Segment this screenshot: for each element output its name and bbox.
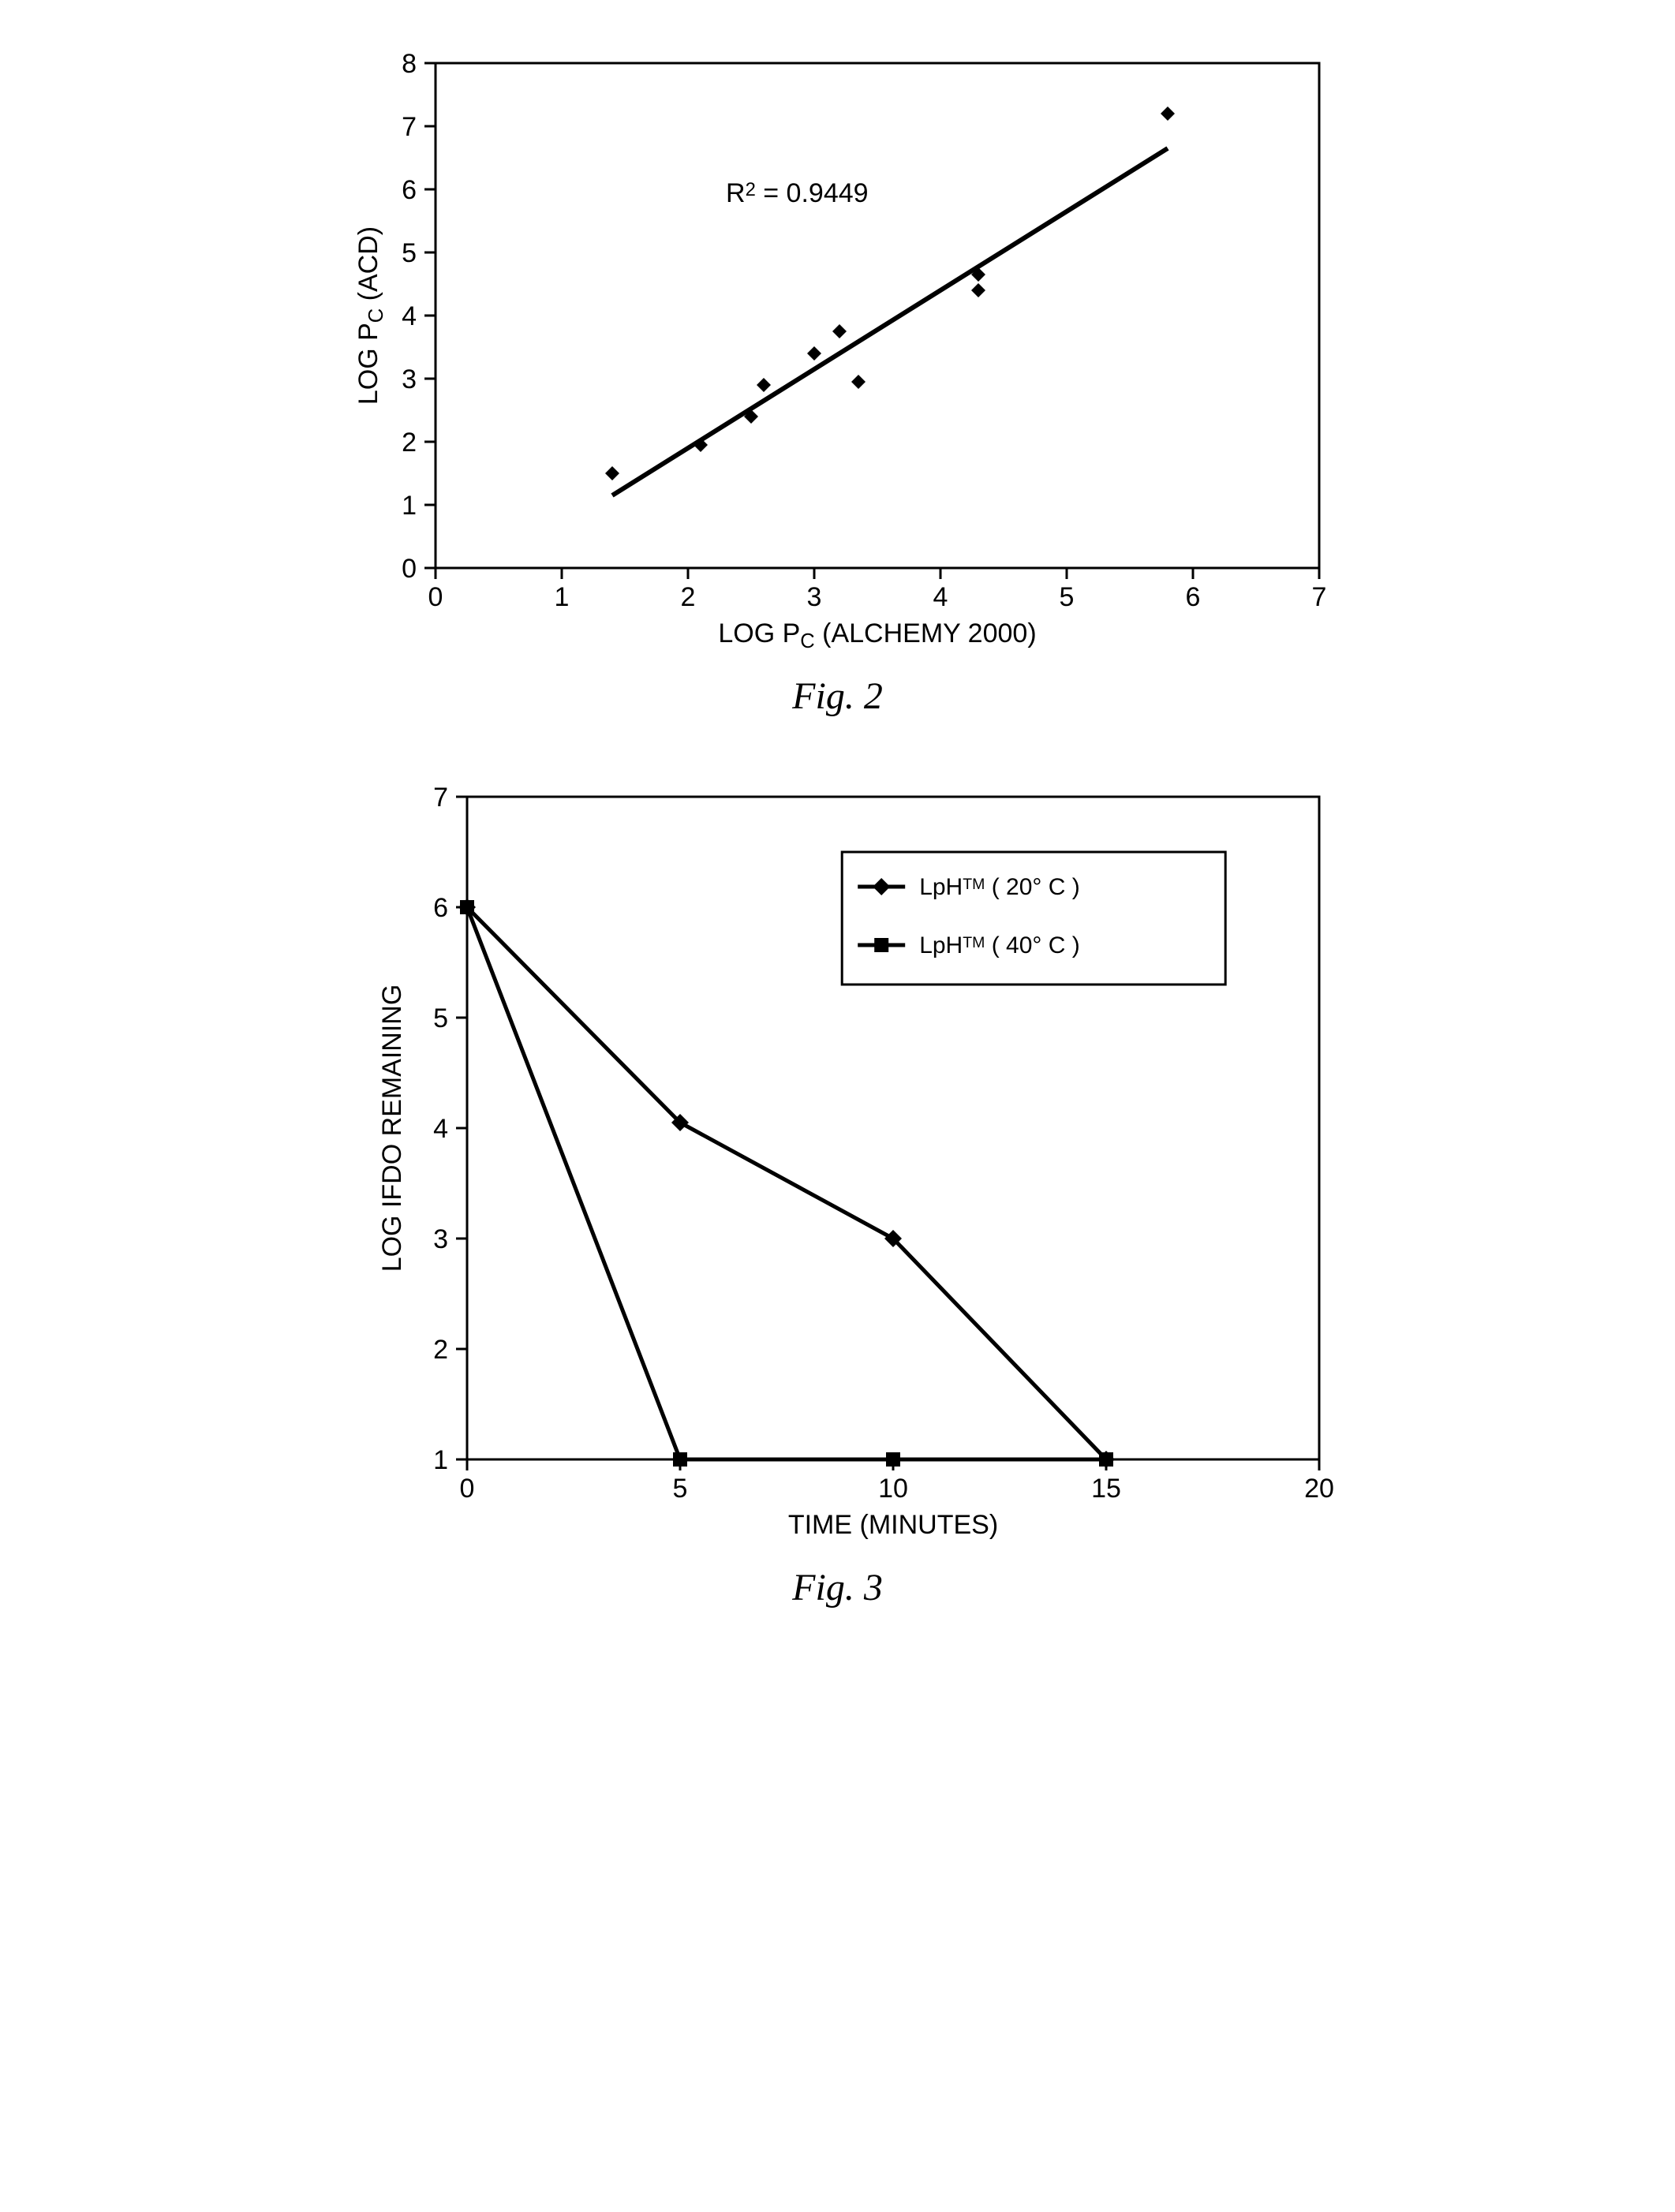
x-tick-label: 1 [554, 582, 569, 612]
legend-label: LpHTM ( 40° C ) [919, 932, 1080, 958]
legend-marker [874, 938, 888, 952]
y-tick-label: 7 [402, 112, 417, 142]
y-tick-label: 8 [402, 49, 417, 79]
y-tick-label: 1 [402, 491, 417, 521]
series-marker [886, 1452, 900, 1467]
fig2-scatter-chart: 0 1 2 3 4 5 6 7 0 1 2 3 4 5 6 7 8 LOG PC (ALCHEMY 2000) LO… [325, 32, 1351, 663]
x-axis-label: LOG PC (ALCHEMY 2000) [718, 618, 1036, 652]
x-tick-label: 4 [933, 582, 948, 612]
x-tick-label: 3 [806, 582, 821, 612]
x-tick-label: 5 [672, 1474, 687, 1504]
legend-box [842, 852, 1225, 985]
x-tick-label: 0 [459, 1474, 474, 1504]
y-axis-label: LOG PC (ACD) [353, 226, 387, 405]
series-marker [673, 1452, 687, 1467]
y-tick-label: 6 [433, 893, 448, 923]
y-tick-label: 2 [433, 1335, 448, 1365]
y-tick-label: 5 [402, 238, 417, 268]
y-tick-label: 5 [433, 1003, 448, 1033]
fig3-caption: Fig. 3 [32, 1566, 1643, 1609]
y-tick-label: 6 [402, 175, 417, 205]
figure-3-container: 0 5 10 15 20 1 2 3 4 5 6 7 TIME (MINUTES) LOG IFDO RE… [32, 765, 1643, 1609]
x-axis-label: TIME (MINUTES) [787, 1510, 997, 1540]
y-axis-label: LOG IFDO REMAINING [377, 985, 407, 1272]
y-tick-label: 4 [433, 1114, 448, 1144]
y-tick-label: 3 [402, 364, 417, 394]
figure-2-container: 0 1 2 3 4 5 6 7 0 1 2 3 4 5 6 7 8 LOG PC (ALCHEMY 2000) LO… [32, 32, 1643, 718]
x-tick-label: 10 [878, 1474, 908, 1504]
fig2-caption: Fig. 2 [32, 674, 1643, 718]
y-tick-label: 2 [402, 428, 417, 458]
legend-label: LpHTM ( 20° C ) [919, 874, 1080, 900]
y-tick-label: 7 [433, 783, 448, 813]
series-marker [1099, 1452, 1113, 1467]
y-tick-label: 4 [402, 301, 417, 331]
x-tick-label: 20 [1304, 1474, 1334, 1504]
x-tick-label: 6 [1185, 582, 1200, 612]
series-marker [460, 900, 474, 914]
plot-border [436, 63, 1319, 568]
x-tick-label: 7 [1311, 582, 1326, 612]
y-tick-label: 0 [402, 554, 417, 584]
x-tick-label: 2 [680, 582, 695, 612]
fig3-line-chart: 0 5 10 15 20 1 2 3 4 5 6 7 TIME (MINUTES) LOG IFDO RE… [325, 765, 1351, 1554]
fig2-chart-wrapper: 0 1 2 3 4 5 6 7 0 1 2 3 4 5 6 7 8 LOG PC (ALCHEMY 2000) LO… [32, 32, 1643, 663]
x-tick-label: 0 [428, 582, 443, 612]
fig3-chart-wrapper: 0 5 10 15 20 1 2 3 4 5 6 7 TIME (MINUTES) LOG IFDO RE… [32, 765, 1643, 1554]
x-tick-label: 15 [1091, 1474, 1121, 1504]
x-tick-label: 5 [1059, 582, 1074, 612]
y-tick-label: 1 [433, 1445, 448, 1475]
y-tick-label: 3 [433, 1224, 448, 1254]
